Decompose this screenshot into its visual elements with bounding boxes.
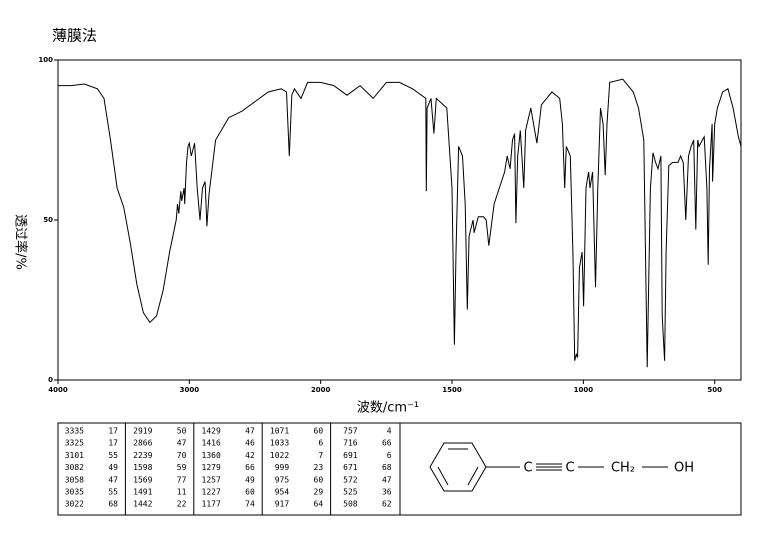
spectrum-line <box>58 78 742 368</box>
x-tick-label: 4000 <box>48 386 68 394</box>
peak-transmittance: 6 <box>318 439 323 448</box>
peak-transmittance: 64 <box>314 500 324 509</box>
peak-wavenumber: 1177 <box>202 500 221 509</box>
x-tick-label: 1500 <box>442 386 462 394</box>
double-bond <box>437 466 449 486</box>
peak-transmittance: 22 <box>177 500 187 509</box>
y-tick-label: 0 <box>48 376 53 384</box>
peak-transmittance: 59 <box>177 463 187 472</box>
peak-transmittance: 47 <box>382 475 392 484</box>
peak-wavenumber: 1279 <box>202 463 221 472</box>
peak-transmittance: 60 <box>314 427 324 436</box>
peak-wavenumber: 3082 <box>65 463 84 472</box>
peak-transmittance: 47 <box>108 475 118 484</box>
atom-label: CH₂ <box>611 461 635 476</box>
peak-transmittance: 36 <box>382 488 392 497</box>
peak-transmittance: 17 <box>108 427 118 436</box>
peak-transmittance: 68 <box>108 500 118 509</box>
peak-wavenumber: 1429 <box>202 427 221 436</box>
peak-transmittance: 6 <box>387 451 392 460</box>
peak-wavenumber: 3035 <box>65 488 84 497</box>
peak-transmittance: 17 <box>108 439 118 448</box>
peak-transmittance: 62 <box>382 500 392 509</box>
peak-transmittance: 60 <box>245 488 255 497</box>
peak-wavenumber: 3101 <box>65 451 84 460</box>
peak-wavenumber: 3058 <box>65 475 84 484</box>
peak-transmittance: 55 <box>108 451 118 460</box>
x-axis-label: 波数/cm⁻¹ <box>357 401 419 416</box>
peak-transmittance: 4 <box>387 427 392 436</box>
peak-wavenumber: 1022 <box>270 451 289 460</box>
peak-wavenumber: 2866 <box>133 439 152 448</box>
peak-transmittance: 66 <box>382 439 392 448</box>
peak-wavenumber: 1598 <box>133 463 152 472</box>
peak-wavenumber: 1416 <box>202 439 221 448</box>
peak-wavenumber: 917 <box>275 500 290 509</box>
peak-wavenumber: 3325 <box>65 439 84 448</box>
peak-wavenumber: 954 <box>275 488 290 497</box>
peak-transmittance: 47 <box>177 439 187 448</box>
atom-label: C <box>523 461 532 476</box>
peak-wavenumber: 1491 <box>133 488 152 497</box>
peak-transmittance: 7 <box>318 451 323 460</box>
peak-wavenumber: 525 <box>343 488 358 497</box>
peak-wavenumber: 2919 <box>133 427 152 436</box>
peak-wavenumber: 999 <box>275 463 290 472</box>
peak-wavenumber: 757 <box>343 427 358 436</box>
peak-transmittance: 11 <box>177 488 187 497</box>
peak-wavenumber: 1569 <box>133 475 152 484</box>
peak-wavenumber: 508 <box>343 500 358 509</box>
peak-wavenumber: 691 <box>343 451 358 460</box>
peak-transmittance: 77 <box>177 475 187 484</box>
peak-transmittance: 50 <box>177 427 187 436</box>
peak-transmittance: 66 <box>245 463 255 472</box>
peak-transmittance: 46 <box>245 439 255 448</box>
atom-label: C <box>565 461 574 476</box>
double-bond <box>467 466 479 486</box>
peak-transmittance: 68 <box>382 463 392 472</box>
peak-wavenumber: 3022 <box>65 500 84 509</box>
y-tick-label: 50 <box>43 216 53 224</box>
peak-wavenumber: 671 <box>343 463 358 472</box>
peak-transmittance: 47 <box>245 427 255 436</box>
peak-wavenumber: 1442 <box>133 500 152 509</box>
peak-wavenumber: 1257 <box>202 475 221 484</box>
peak-transmittance: 74 <box>245 500 255 509</box>
y-axis-label: 透过率/% <box>13 214 29 270</box>
x-tick-label: 3000 <box>180 386 200 394</box>
peak-wavenumber: 1227 <box>202 488 221 497</box>
peak-transmittance: 49 <box>108 463 118 472</box>
peak-transmittance: 23 <box>314 463 324 472</box>
peak-transmittance: 29 <box>314 488 324 497</box>
peak-wavenumber: 3335 <box>65 427 84 436</box>
peak-transmittance: 60 <box>314 475 324 484</box>
peak-transmittance: 55 <box>108 488 118 497</box>
peak-wavenumber: 1033 <box>270 439 289 448</box>
peak-transmittance: 49 <box>245 475 255 484</box>
structure <box>429 442 668 492</box>
x-tick-label: 1000 <box>574 386 594 394</box>
chart-title: 薄膜法 <box>52 27 97 45</box>
peak-wavenumber: 1071 <box>270 427 289 436</box>
peak-wavenumber: 716 <box>343 439 358 448</box>
x-tick-label: 500 <box>707 386 722 394</box>
peak-wavenumber: 572 <box>343 475 358 484</box>
peak-wavenumber: 975 <box>275 475 290 484</box>
peak-transmittance: 42 <box>245 451 255 460</box>
peak-transmittance: 70 <box>177 451 187 460</box>
y-tick-label: 100 <box>38 56 53 64</box>
x-tick-label: 2000 <box>311 386 331 394</box>
peak-wavenumber: 2239 <box>133 451 152 460</box>
atom-label: OH <box>674 461 694 476</box>
peak-wavenumber: 1360 <box>202 451 221 460</box>
